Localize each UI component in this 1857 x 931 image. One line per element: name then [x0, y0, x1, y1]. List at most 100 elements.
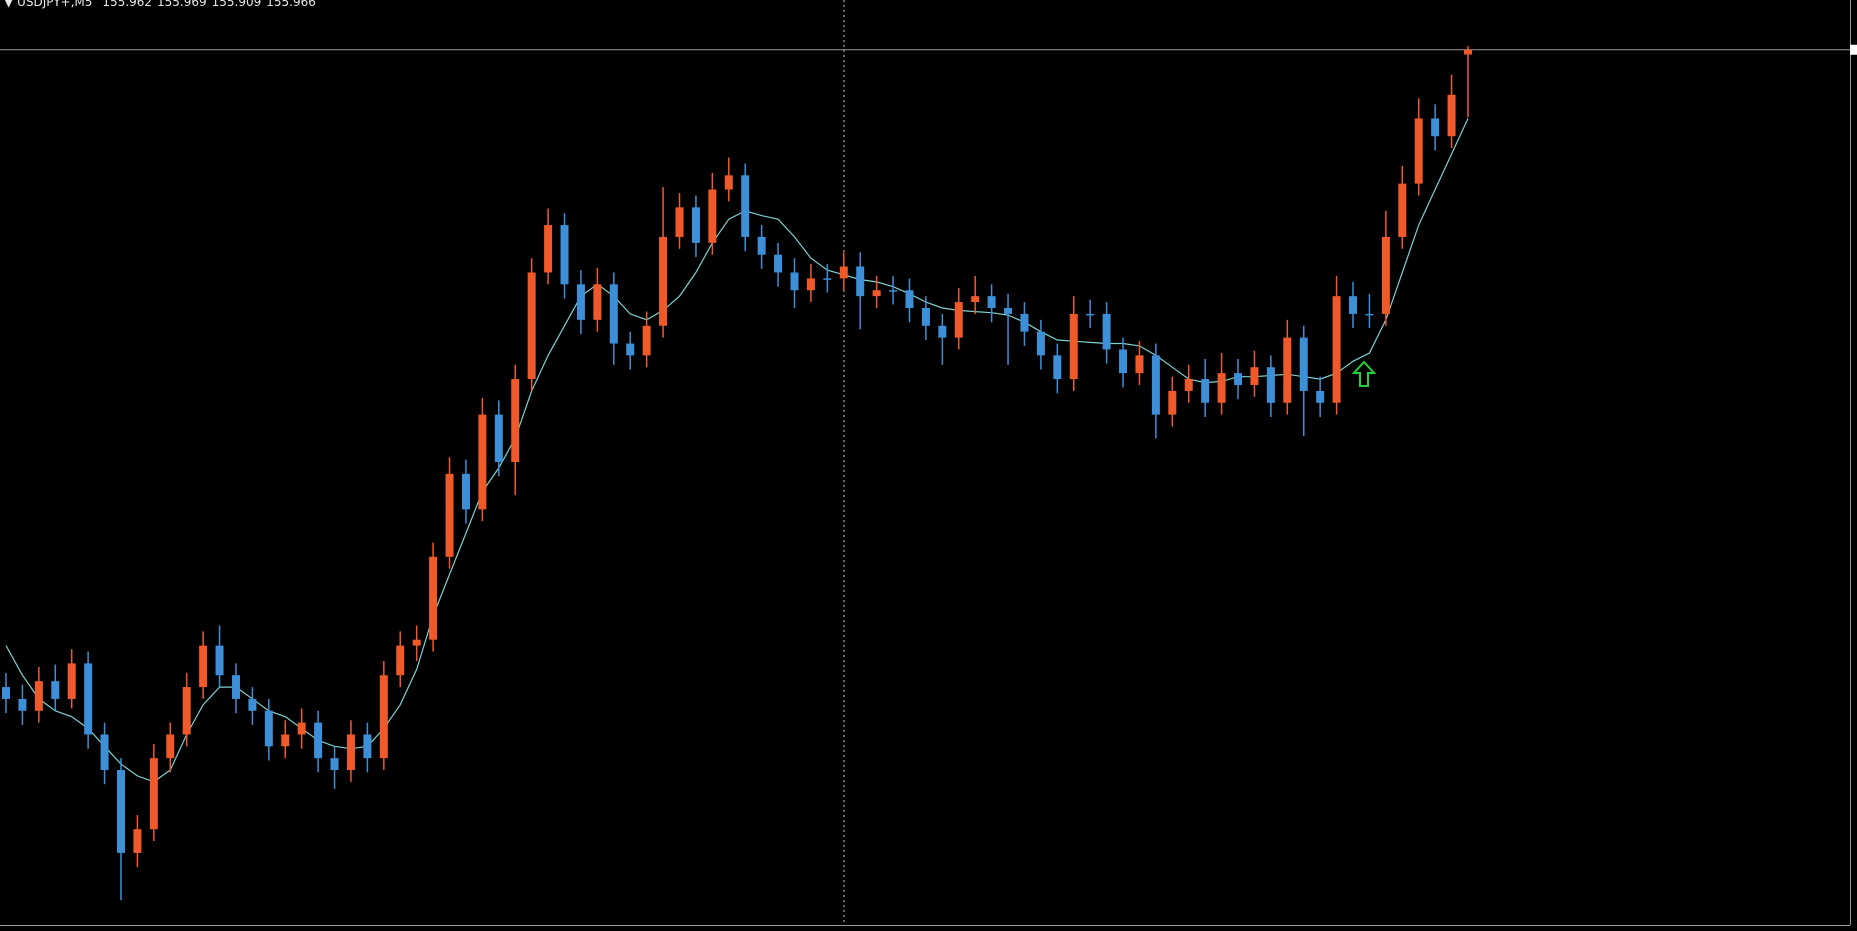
candle-body	[1102, 313, 1111, 350]
candle-body	[856, 266, 865, 297]
candle-body	[84, 663, 93, 735]
candle-body	[889, 290, 898, 292]
candle-body	[18, 698, 27, 711]
candle-body	[659, 236, 668, 326]
candle-body	[67, 663, 76, 699]
candle-body	[938, 325, 947, 338]
candle-body	[297, 722, 306, 735]
candle-body	[1135, 355, 1144, 374]
candle-body	[954, 302, 963, 338]
candle-body	[314, 722, 323, 759]
header: ▼ USDJPY+,M5 155.962 155.969 155.909 155.966	[4, 0, 316, 9]
candle-body	[987, 296, 996, 308]
candle-body	[806, 278, 815, 291]
candle-body	[544, 225, 553, 273]
candle-body	[593, 284, 602, 320]
last-high: 155.969	[157, 0, 207, 9]
candle-body	[494, 414, 503, 462]
candle-body	[1381, 236, 1390, 314]
candle-body	[1431, 118, 1440, 137]
dropdown-icon: ▼	[4, 0, 17, 9]
candle-body	[1250, 367, 1259, 385]
candle-body	[823, 278, 832, 280]
candle-body	[1365, 313, 1374, 316]
candle-body	[182, 687, 191, 735]
plot	[0, 44, 1857, 901]
candle-body	[231, 675, 240, 699]
candle-body	[921, 308, 930, 326]
candle-body	[363, 734, 372, 759]
candle-body	[51, 681, 60, 699]
candle-body	[1299, 337, 1308, 391]
candle-body	[724, 175, 733, 190]
last-close: 155.966	[266, 0, 316, 9]
price-marker	[1850, 44, 1857, 55]
candle-body	[872, 290, 881, 297]
candle-body	[1069, 313, 1078, 380]
candle-body	[774, 254, 783, 273]
symbol: USDJPY+,M5	[17, 0, 92, 9]
candle-body	[133, 829, 142, 853]
last-open: 155.962	[102, 0, 152, 9]
candle-body	[609, 284, 618, 344]
last-low: 155.909	[212, 0, 262, 9]
candle-body	[149, 758, 158, 830]
candle-body	[281, 734, 290, 747]
candle-body	[478, 414, 487, 510]
candle-body	[1283, 337, 1292, 403]
candle-body	[675, 207, 684, 237]
candle-body	[1036, 331, 1045, 356]
candle-body	[626, 343, 635, 356]
candle-body	[1004, 308, 1013, 314]
candle-body	[1053, 355, 1062, 380]
candle-body	[2, 687, 10, 699]
candle-body	[1332, 296, 1341, 403]
signal-arrow	[1351, 360, 1377, 387]
candle-body	[1151, 355, 1160, 415]
candle-body	[708, 189, 717, 243]
candle-body	[1349, 296, 1358, 314]
candle-body	[839, 266, 848, 279]
candle-body	[790, 272, 799, 291]
candle-body	[1020, 313, 1029, 332]
candle-body	[166, 734, 175, 759]
candle-body	[396, 645, 405, 676]
candle-body	[1316, 390, 1325, 403]
candle-body	[34, 681, 43, 711]
candle-body	[741, 175, 750, 237]
candle-body	[346, 734, 355, 770]
candle-body	[527, 272, 536, 380]
candle-body	[1234, 373, 1243, 385]
candle-body	[1414, 118, 1423, 184]
candle-body	[1168, 390, 1177, 415]
candle-body	[199, 645, 208, 688]
candle-body	[691, 207, 700, 243]
candle-body	[215, 645, 224, 676]
candle-body	[511, 379, 520, 462]
candle-body	[412, 639, 421, 646]
candle-body	[1398, 183, 1407, 237]
candle-body	[1086, 313, 1095, 316]
candle-body	[971, 296, 980, 303]
candle-body	[461, 473, 470, 510]
candle-body	[445, 473, 454, 557]
candle-body	[1201, 379, 1210, 403]
candle-body	[905, 290, 914, 308]
candle-body	[100, 734, 109, 770]
candle-body	[1464, 49, 1472, 55]
candle-body	[264, 710, 273, 747]
candle-body	[757, 236, 766, 255]
candle-body	[1184, 379, 1193, 391]
candle-body	[379, 675, 388, 759]
candle-body	[1119, 349, 1128, 374]
candle-body	[1447, 94, 1456, 137]
candle-body	[642, 325, 651, 356]
candle-body	[429, 556, 438, 640]
candle-body	[576, 284, 585, 320]
candle-body	[1217, 373, 1226, 403]
candle-body	[1266, 367, 1275, 403]
candle-body	[116, 770, 125, 853]
